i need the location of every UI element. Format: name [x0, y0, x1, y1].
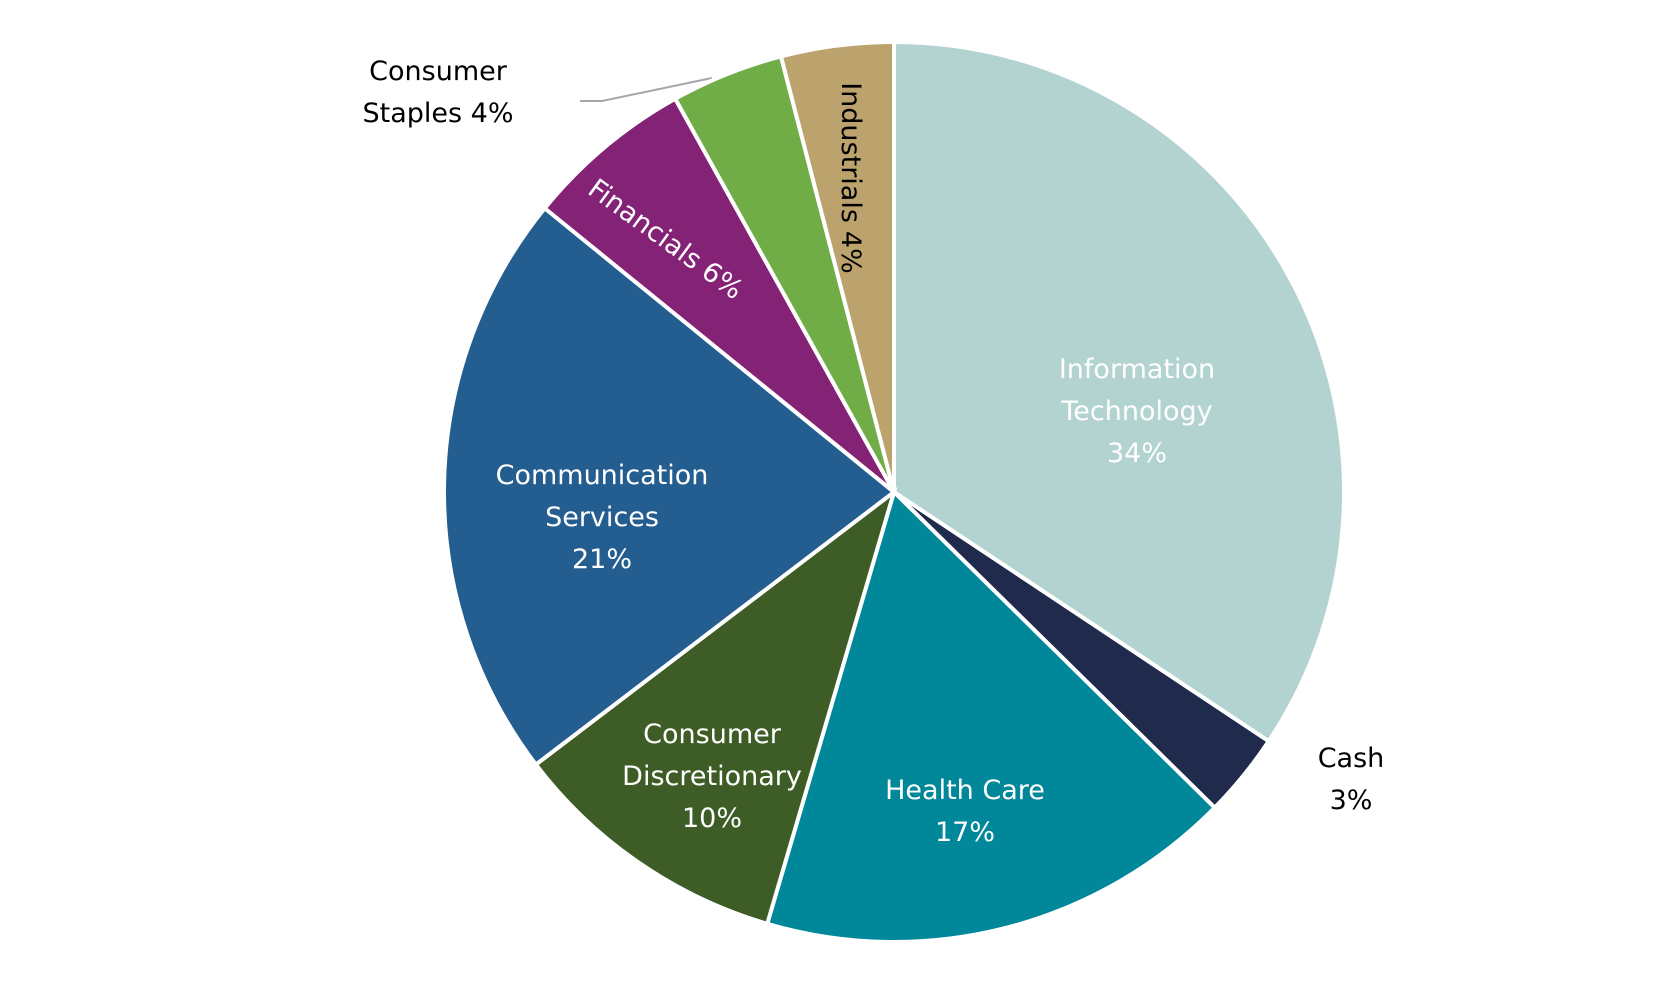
value-label: 21% [572, 544, 632, 575]
pie-slice [764, 488, 1218, 944]
pie-slice [778, 39, 896, 493]
category-label: Consumer Discretionary [622, 719, 802, 792]
slice-label: Industrials 4% [836, 82, 867, 274]
pie-slice [533, 486, 898, 927]
leader-line [580, 77, 713, 102]
category-label: Industrials [836, 82, 867, 223]
value-label: 4% [471, 98, 514, 129]
value-label: 34% [1107, 438, 1167, 469]
category-label: Information Technology [1059, 354, 1215, 427]
slice-label: Consumer Staples 4% [362, 56, 513, 129]
value-label: 10% [682, 803, 742, 834]
slice-label: Cash 3% [1318, 743, 1385, 816]
slice-label: Consumer Discretionary 10% [622, 719, 802, 834]
pie-slice [541, 96, 896, 494]
value-label: 4% [836, 231, 867, 274]
slice-label: Communication Services 21% [496, 460, 709, 575]
value-label: 17% [935, 817, 995, 848]
category-label: Consumer Staples [362, 56, 507, 129]
slice-label: Information Technology 34% [1059, 354, 1215, 469]
category-label: Cash [1318, 743, 1385, 774]
pie-slice [442, 205, 898, 768]
category-label: Health Care [885, 775, 1045, 806]
slice-label: Health Care 17% [885, 775, 1045, 848]
category-label: Communication Services [496, 460, 709, 533]
value-label: 3% [1330, 785, 1373, 816]
